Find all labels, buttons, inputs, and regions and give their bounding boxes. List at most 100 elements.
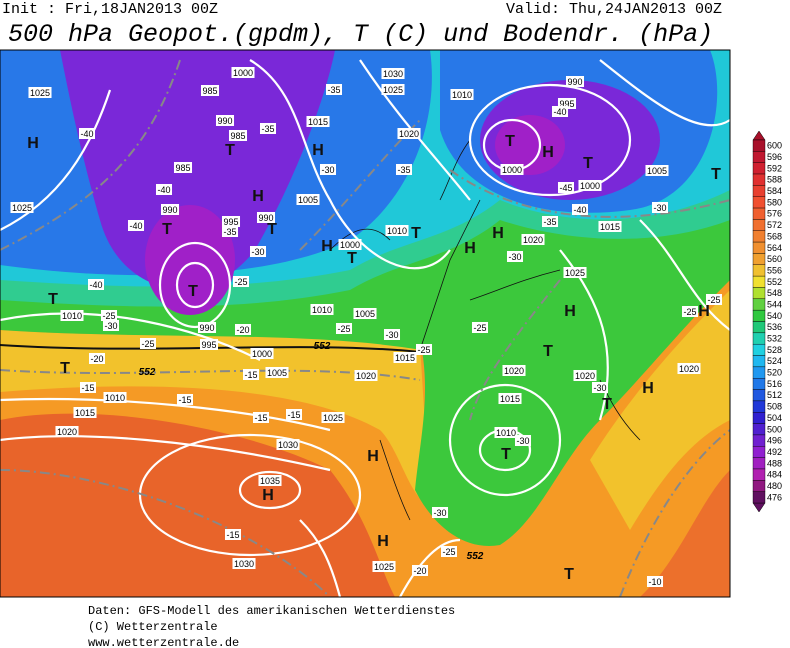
color-bar-box (752, 207, 766, 220)
pressure-label-box (215, 115, 235, 126)
color-bar-label: 476 (767, 492, 782, 502)
pressure-center: H (312, 142, 324, 159)
temperature-label: -30 (593, 383, 606, 393)
temperature-label-box (415, 344, 433, 355)
map-frame (0, 49, 731, 598)
pressure-label-box (199, 339, 219, 350)
temperature-label: -15 (244, 370, 257, 380)
pressure-label: 1025 (12, 203, 32, 213)
pressure-label-box (498, 393, 522, 404)
temperature-label-box (249, 246, 267, 257)
temperature-label-box (471, 322, 489, 333)
pressure-label: 1000 (502, 165, 522, 175)
pressure-label-box (276, 439, 300, 450)
color-bar-label: 528 (767, 345, 782, 355)
temperature-label-box (646, 576, 664, 587)
color-bar-label: 592 (767, 163, 782, 173)
color-bar-box (752, 309, 766, 322)
footer-copyright: (C) Wetterzentrale (88, 620, 218, 634)
pressure-label: 985 (202, 86, 217, 96)
pressure-label-box (450, 89, 474, 100)
temperature-label: -30 (433, 508, 446, 518)
temperature-label: -35 (327, 85, 340, 95)
pressure-center: T (583, 155, 593, 172)
pressure-label: 1020 (523, 235, 543, 245)
pressure-label-box (160, 204, 180, 215)
temperature-label-box (259, 123, 277, 134)
temperature-label: -40 (157, 185, 170, 195)
color-bar-box (752, 332, 766, 345)
color-bar-box (752, 434, 766, 447)
pressure-label-box (573, 370, 597, 381)
pressure-label: 990 (217, 116, 232, 126)
color-bar-box (752, 400, 766, 413)
pressure-label-box (338, 239, 362, 250)
pressure-label: 1025 (383, 85, 403, 95)
pressure-label: 1005 (267, 368, 287, 378)
temperature-label: -15 (254, 413, 267, 423)
pressure-label: 1005 (298, 195, 318, 205)
color-bar-box (752, 321, 766, 334)
color-bar-label: 536 (767, 322, 782, 332)
pressure-center: H (564, 303, 576, 320)
pressure-label-box (250, 348, 274, 359)
pressure-label-box (385, 225, 409, 236)
temperature-label: -25 (683, 307, 696, 317)
temperature-label: -35 (543, 217, 556, 227)
pressure-center: H (262, 487, 274, 504)
pressure-label-box (565, 76, 585, 87)
color-bar-label: 572 (767, 220, 782, 230)
pressure-center: T (267, 221, 277, 238)
temperature-label-box (252, 412, 270, 423)
temperature-label-box (88, 353, 106, 364)
pressure-label-box (578, 180, 602, 191)
height-label: 552 (314, 341, 331, 352)
pressure-center: T (162, 221, 172, 238)
pressure-center: T (225, 142, 235, 159)
color-bar-tip (752, 130, 766, 141)
color-bar-label: 576 (767, 209, 782, 219)
pressure-label: 1000 (233, 68, 253, 78)
temperature-label-box (79, 382, 97, 393)
pressure-center: T (188, 283, 198, 300)
temperature-label: -35 (397, 165, 410, 175)
pressure-label-box (10, 202, 34, 213)
height-label: 552 (139, 367, 156, 378)
temperature-label-box (651, 202, 669, 213)
footer-source: Daten: GFS-Modell des amerikanischen Wet… (88, 604, 455, 618)
color-bar-box (752, 173, 766, 186)
pressure-label: 1025 (30, 88, 50, 98)
temperature-label-box (87, 279, 105, 290)
temperature-label: -25 (417, 345, 430, 355)
temperature-label-box (285, 409, 303, 420)
temperature-label: -15 (226, 530, 239, 540)
pressure-label-box (372, 561, 396, 572)
color-bar-label: 548 (767, 288, 782, 298)
pressure-label-box (557, 98, 577, 109)
color-bar-label: 488 (767, 458, 782, 468)
pressure-center: H (27, 135, 39, 152)
color-bar-label: 544 (767, 299, 782, 309)
color-bar-box (752, 275, 766, 288)
temperature-label-box (514, 435, 532, 446)
pressure-label: 1010 (387, 226, 407, 236)
temperature-label-box (383, 329, 401, 340)
pressure-label-box (502, 365, 526, 376)
color-bar-box (752, 355, 766, 368)
color-bar-label: 560 (767, 254, 782, 264)
temperature-label: -35 (261, 124, 274, 134)
color-bar-box (752, 480, 766, 492)
color-bar-box (752, 366, 766, 379)
temperature-label: -25 (442, 547, 455, 557)
pressure-label: 995 (201, 340, 216, 350)
pressure-label: 1015 (75, 408, 95, 418)
pressure-label: 995 (559, 99, 574, 109)
pressure-label-box (494, 427, 518, 438)
pressure-center: H (464, 240, 476, 257)
temperature-label-box (440, 546, 458, 557)
map-labels: 1025 1000 985 990 985 985 990 995 990 1005 1000 101… (10, 67, 723, 587)
color-bar-box (752, 287, 766, 300)
pressure-label: 1015 (395, 353, 415, 363)
color-bar-box (752, 230, 766, 243)
